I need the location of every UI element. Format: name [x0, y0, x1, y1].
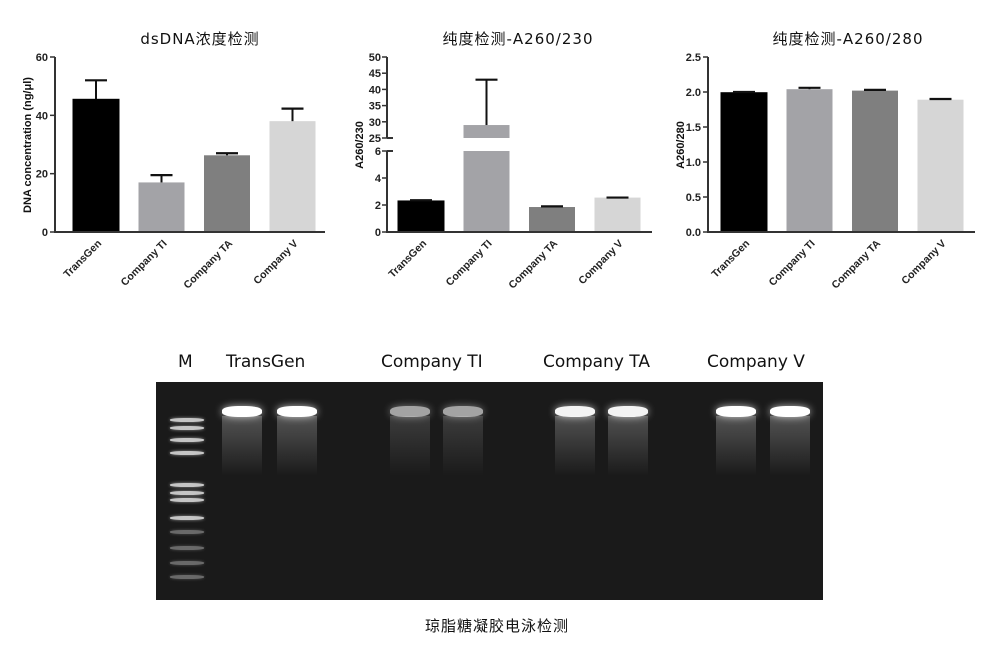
- gel-caption: 琼脂糖凝胶电泳检测: [424, 617, 569, 635]
- bar-2-lower: [463, 151, 510, 232]
- ladder-band: [170, 498, 204, 502]
- y-axis-label-3: A260/280: [675, 121, 687, 169]
- sample-smear: [608, 416, 648, 476]
- gel-label-company-ti: Company TI: [381, 352, 483, 372]
- chart-title-3: 纯度检测-A260/280: [773, 30, 924, 48]
- sample-smear: [716, 416, 756, 476]
- y-tick-label: 0: [42, 227, 48, 239]
- bar-4: [594, 197, 641, 232]
- y-tick-label: 35: [369, 101, 381, 113]
- x-tick-label: TransGen: [61, 238, 104, 281]
- y-tick-label: 40: [36, 110, 48, 122]
- bar-1: [397, 200, 445, 233]
- x-tick-label: Company V: [899, 238, 948, 287]
- bar-3: [204, 155, 250, 232]
- y-tick-label: 0.5: [686, 192, 701, 204]
- ladder-band: [170, 426, 204, 430]
- ladder-band: [170, 451, 204, 455]
- y-tick-label: 1.0: [686, 157, 701, 169]
- y-tick-label: 45: [369, 68, 381, 80]
- x-tick-label: Company V: [251, 238, 300, 287]
- x-tick-label: Company TA: [506, 237, 560, 291]
- ladder-band: [170, 530, 204, 534]
- x-tick-label: TransGen: [386, 238, 429, 281]
- gel-label-company-ta: Company TA: [543, 352, 650, 372]
- sample-band: [390, 406, 430, 417]
- y-tick-label: 2: [375, 200, 381, 212]
- chart-title-2: 纯度检测-A260/230: [443, 30, 594, 48]
- y-tick-label: 40: [369, 84, 381, 96]
- bar-3: [529, 207, 575, 232]
- bar-2: [786, 89, 833, 232]
- bar-1: [72, 98, 120, 233]
- y-tick-label: 50: [369, 52, 381, 64]
- gel-label-transgen: TransGen: [226, 352, 306, 372]
- y-tick-label: 1.5: [686, 122, 701, 134]
- x-tick-label: Company TI: [444, 238, 495, 289]
- sample-band: [222, 406, 262, 417]
- bar-3: [852, 90, 898, 232]
- sample-band: [555, 406, 595, 417]
- ladder-band: [170, 575, 204, 579]
- sample-smear: [222, 416, 262, 476]
- y-tick-label: 6: [375, 146, 381, 158]
- y-axis-label-2: A260/230: [354, 121, 366, 169]
- gel-label-marker: M: [178, 352, 193, 372]
- x-tick-label: Company TI: [119, 238, 170, 289]
- sample-smear: [770, 416, 810, 476]
- sample-smear: [277, 416, 317, 476]
- bar-4: [269, 121, 316, 232]
- ladder-band: [170, 483, 204, 487]
- sample-band: [443, 406, 483, 417]
- sample-smear: [443, 416, 483, 476]
- chart-title-1: dsDNA浓度检测: [140, 30, 259, 48]
- sample-smear: [555, 416, 595, 476]
- y-tick-label: 60: [36, 52, 48, 64]
- bar-2: [138, 182, 185, 232]
- ladder-band: [170, 491, 204, 495]
- ladder-band: [170, 438, 204, 442]
- ladder-band: [170, 516, 204, 520]
- sample-smear: [390, 416, 430, 476]
- x-tick-label: Company V: [576, 238, 625, 287]
- y-tick-label: 0.0: [686, 227, 701, 239]
- ladder-band: [170, 418, 204, 422]
- x-tick-label: Company TA: [181, 237, 235, 291]
- x-tick-label: TransGen: [709, 238, 752, 281]
- sample-band: [608, 406, 648, 417]
- agarose-gel-image: [156, 382, 823, 600]
- y-tick-label: 2.0: [686, 87, 701, 99]
- y-tick-label: 30: [369, 117, 381, 129]
- y-tick-label: 25: [369, 133, 381, 145]
- sample-band: [277, 406, 317, 417]
- ladder-band: [170, 561, 204, 565]
- bar-2-upper: [463, 125, 510, 138]
- y-tick-label: 4: [375, 173, 382, 185]
- bar-1: [720, 92, 768, 233]
- sample-band: [770, 406, 810, 417]
- y-tick-label: 2.5: [686, 52, 701, 64]
- y-tick-label: 0: [375, 227, 381, 239]
- x-tick-label: Company TA: [829, 237, 883, 291]
- sample-band: [716, 406, 756, 417]
- bar-4: [917, 99, 964, 232]
- x-tick-label: Company TI: [767, 238, 818, 289]
- ladder-band: [170, 546, 204, 550]
- gel-label-company-v: Company V: [707, 352, 805, 372]
- y-tick-label: 20: [36, 169, 48, 181]
- y-axis-label-1: DNA concentration (ng/μl): [22, 77, 34, 213]
